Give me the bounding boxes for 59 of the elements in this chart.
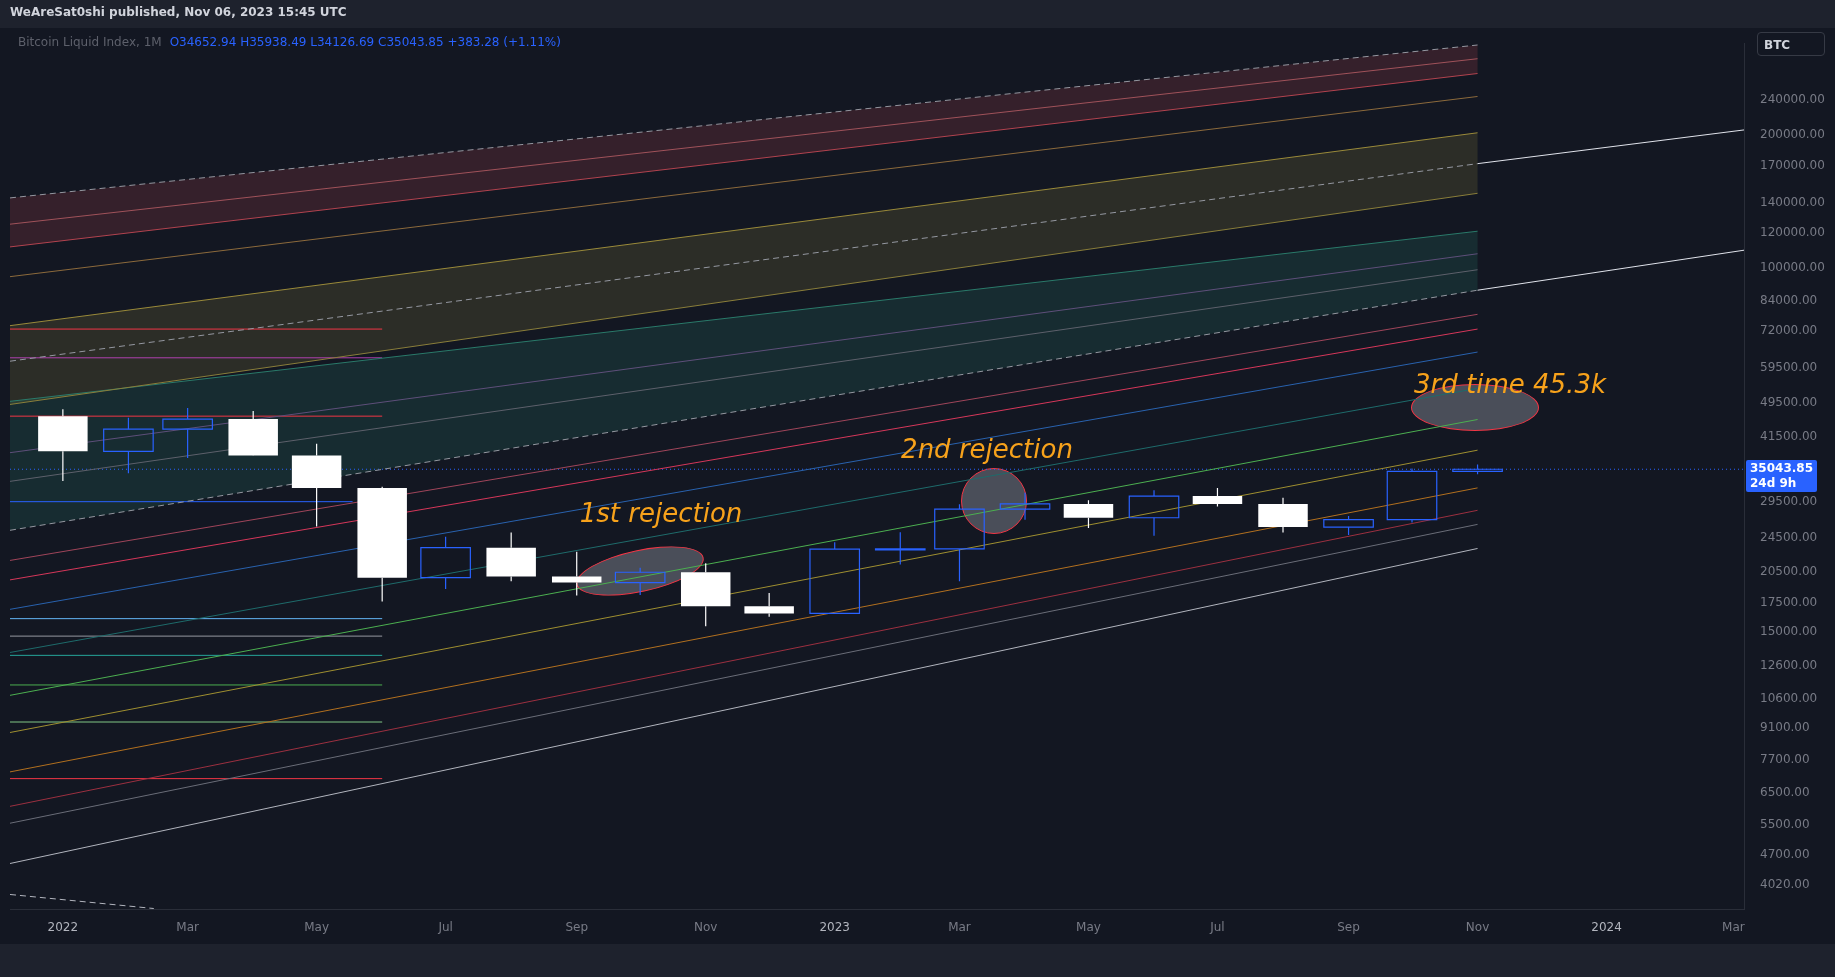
y-tick-label: 200000.00 xyxy=(1760,126,1825,141)
text: 24d 9h xyxy=(1750,476,1798,492)
y-tick-label: 72000.00 xyxy=(1760,323,1818,338)
candlestick xyxy=(680,562,731,627)
ref-line-label: 35043.85 xyxy=(1750,461,1814,477)
y-tick-label: 140000.00 xyxy=(1760,195,1825,210)
y-tick-label: 12600.00 xyxy=(1760,657,1818,672)
y-tick-label: 49500.00 xyxy=(1760,395,1818,410)
candlestick xyxy=(934,503,985,582)
candlestick xyxy=(486,531,536,582)
y-tick-label: 29500.00 xyxy=(1760,494,1818,509)
candlestick xyxy=(999,492,1051,521)
x-tick-label: May xyxy=(304,919,330,934)
annotation: 2nd rejection xyxy=(901,434,1073,464)
text: BTC xyxy=(1757,32,1825,56)
y-tick-label: 20500.00 xyxy=(1760,564,1818,579)
annotation: 1st rejection xyxy=(579,498,743,528)
candlestick xyxy=(1258,497,1308,534)
x-tick-label: 2024 xyxy=(1591,919,1622,934)
x-tick-label: Jul xyxy=(437,919,453,934)
x-tick-label: Mar xyxy=(948,919,971,934)
candlestick xyxy=(1128,489,1180,537)
y-tick-label: 84000.00 xyxy=(1760,293,1818,308)
y-tick-label: 9100.00 xyxy=(1760,720,1810,735)
candlestick xyxy=(291,443,342,528)
y-tick-label: 59500.00 xyxy=(1760,359,1818,374)
y-tick-label: 120000.00 xyxy=(1760,224,1825,239)
x-tick-label: Jul xyxy=(1209,919,1225,934)
chart-title: Bitcoin Liquid Index, 1M xyxy=(18,35,162,49)
x-tick-label: Mar xyxy=(176,919,200,934)
y-tick-label: 17500.00 xyxy=(1760,594,1818,609)
y-tick-label: 41500.00 xyxy=(1760,428,1818,443)
y-tick-label: 100000.00 xyxy=(1760,259,1825,274)
x-tick-label: Nov xyxy=(694,919,718,934)
y-tick-label: 24500.00 xyxy=(1760,530,1818,545)
y-tick-label: 15000.00 xyxy=(1760,624,1818,639)
candlestick xyxy=(420,536,471,590)
y-tick-label: 6500.00 xyxy=(1760,785,1810,799)
x-tick-label: Sep xyxy=(1337,919,1360,934)
y-tick-label: 7700.00 xyxy=(1760,752,1810,767)
y-tick-label: 5500.00 xyxy=(1760,817,1810,832)
y-tick-label: 4020.00 xyxy=(1760,877,1810,892)
candlestick xyxy=(874,531,926,566)
y-tick-label: 10600.00 xyxy=(1760,691,1818,706)
x-tick-label: 2022 xyxy=(47,919,79,934)
y-tick-label: 240000.00 xyxy=(1760,91,1825,106)
candlestick xyxy=(38,408,88,482)
x-tick-label: Sep xyxy=(565,919,589,934)
candlestick xyxy=(357,487,407,603)
x-tick-label: Nov xyxy=(1465,919,1490,934)
y-tick-label: 170000.00 xyxy=(1760,158,1825,173)
y-tick-label: 4700.00 xyxy=(1760,847,1810,862)
chart-subtitle: O34652.94 H35938.49 L34126.69 C35043.85 +383.28 (+1.11%) xyxy=(169,35,561,49)
x-tick-label: May xyxy=(1076,919,1101,934)
x-tick-label: Mar xyxy=(1722,919,1745,934)
candlestick xyxy=(162,407,213,459)
x-tick-label: 2023 xyxy=(819,919,850,934)
text: WeAreSat0shi published, Nov 06, 2023 15:45 UTC xyxy=(10,5,347,19)
candlestick xyxy=(551,551,602,597)
